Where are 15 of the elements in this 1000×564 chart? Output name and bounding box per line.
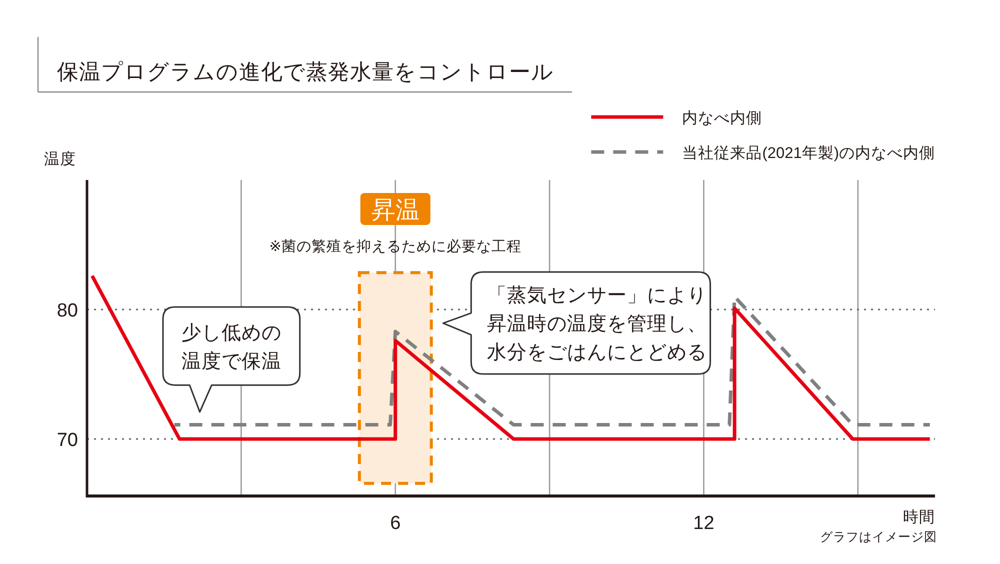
x-tick-label: 12 — [693, 513, 714, 534]
chart-title: 保温プログラムの進化で蒸発水量をコントロール — [57, 60, 554, 84]
annotation: 「蒸気センサー」により昇温時の温度を管理し、水分をごはんにとどめる — [487, 284, 708, 364]
y-tick-label: 70 — [56, 430, 78, 452]
band-label: 昇温 — [371, 196, 420, 224]
legend-label: 内なべ内側 — [682, 109, 762, 127]
text: グラフはイメージ図 — [820, 530, 937, 544]
x-axis-title: 時間 — [903, 508, 935, 526]
annotation: ※菌の繁殖を抑えるために必要な工程 — [269, 238, 522, 255]
y-axis-title: 温度 — [44, 150, 76, 168]
legend-label: 当社従来品(2021年製)の内なべ内側 — [682, 144, 935, 162]
line-series — [90, 274, 932, 441]
x-tick-label: 6 — [390, 513, 401, 534]
y-tick-label: 80 — [56, 300, 78, 322]
annotation: 少し低めの温度で保温 — [181, 322, 282, 372]
